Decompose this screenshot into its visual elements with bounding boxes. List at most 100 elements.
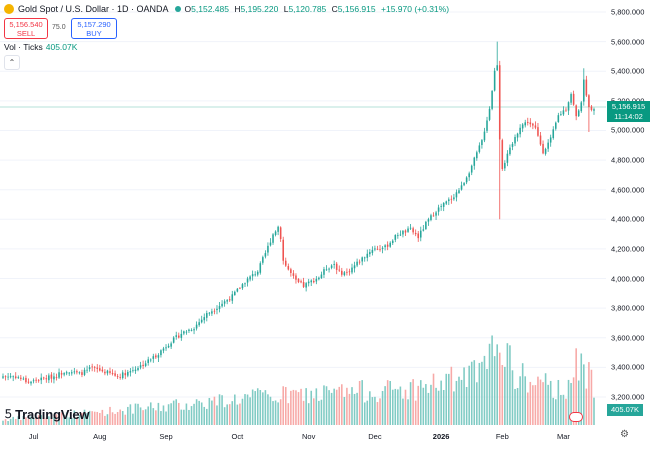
candle-body [593, 109, 595, 111]
volume-bar [498, 352, 501, 425]
volume-bar [583, 364, 585, 425]
candle-body [572, 93, 575, 105]
volume-bar [195, 399, 198, 425]
volume-bar [468, 365, 470, 425]
volume-bar [506, 343, 509, 425]
volume-bar [200, 402, 203, 425]
candle-body [470, 165, 473, 173]
volume-bar [463, 367, 465, 425]
volume-bar [391, 389, 394, 425]
collapse-legend-button[interactable]: ⌃ [4, 55, 20, 70]
symbol-title[interactable]: Gold Spot / U.S. Dollar · 1D · OANDA [18, 4, 169, 14]
flag-icon[interactable] [569, 412, 583, 422]
candle-body [511, 143, 514, 147]
volume-bar [45, 417, 48, 425]
volume-bar [320, 399, 323, 425]
volume-bar [361, 380, 363, 425]
buy-button[interactable]: 5,157.290 BUY [71, 18, 117, 39]
candle-body [86, 369, 88, 371]
candle-body [68, 372, 71, 374]
volume-bar [307, 403, 310, 425]
tradingview-logo[interactable]: 𝟻 TradingView [4, 406, 89, 422]
volume-bar [264, 390, 267, 425]
close-value: 5,156.915 [337, 4, 376, 14]
candle-body [236, 288, 239, 292]
volume-bar [470, 361, 473, 425]
volume-bar [366, 400, 369, 425]
candle-body [249, 276, 251, 280]
settings-gear-icon[interactable]: ⚙ [620, 429, 629, 440]
sell-button[interactable]: 5,156.540 SELL [4, 18, 48, 39]
volume-bar [12, 416, 14, 425]
candle-body [193, 329, 195, 331]
volume-bar [137, 403, 139, 425]
volume-bar [376, 402, 379, 425]
ohlc-values: O5,152.485 H5,195.220 L5,120.785 C5,156.… [185, 4, 453, 14]
volume-bar [231, 401, 234, 425]
volume-bar [73, 410, 76, 425]
volume-bars [2, 335, 595, 425]
time-tick-label: Sep [159, 432, 173, 441]
candle-body [488, 108, 491, 120]
volume-bar [442, 390, 445, 425]
candle-body [397, 235, 399, 237]
volume-bar [203, 406, 206, 425]
candle-body [516, 133, 519, 138]
candle-body [63, 373, 65, 375]
candle-body [448, 199, 450, 202]
candle-body [157, 355, 160, 358]
volume-bar [346, 387, 348, 425]
volume-bar [185, 403, 188, 425]
candle-body [425, 221, 427, 230]
candle-body [22, 378, 25, 380]
volume-bar [437, 390, 440, 425]
volume-legend-value: 405.07K [45, 42, 78, 52]
candle-body [139, 365, 142, 368]
volume-bar [269, 396, 272, 425]
volume-bar [369, 391, 371, 425]
candle-body [506, 153, 509, 163]
volume-bar [542, 382, 544, 425]
candle-body [83, 369, 86, 375]
price-tick-label: 3,600.000 [611, 333, 645, 343]
candle-body [27, 381, 30, 383]
volume-legend[interactable]: Vol · Ticks 405.07K [4, 42, 77, 52]
volume-bar [328, 390, 330, 425]
candle-body [109, 371, 111, 373]
high-label: H [234, 4, 241, 14]
candle-body [580, 102, 583, 112]
candle-body [172, 337, 175, 343]
volume-bar [42, 417, 45, 425]
volume-bar [152, 408, 155, 425]
candle-body [290, 269, 292, 273]
volume-bar [104, 415, 106, 425]
volume-bar [218, 394, 221, 425]
volume-bar [544, 373, 547, 425]
volume-bar [86, 413, 88, 425]
volume-bar [262, 392, 264, 425]
candle-body [198, 322, 200, 326]
volume-bar [394, 388, 397, 425]
volume-bar [565, 398, 567, 425]
volume-bar [190, 406, 193, 425]
volume-bar [139, 407, 142, 425]
volume-bar [177, 402, 180, 425]
volume-bar [381, 390, 384, 425]
volume-bar [155, 410, 157, 425]
volume-bar [312, 398, 315, 425]
candle-body [302, 282, 305, 287]
volume-bar [83, 409, 86, 425]
volume-bar [504, 366, 506, 425]
volume-bar [7, 421, 9, 425]
volume-bar [4, 419, 7, 425]
candle-body [111, 373, 114, 375]
volume-bar [491, 335, 493, 425]
volume-bar [134, 403, 137, 425]
candle-body [91, 366, 93, 368]
candles [2, 41, 595, 386]
volume-bar [109, 406, 111, 425]
last-price-value: 5,156.915 [611, 102, 646, 111]
volume-bar [519, 376, 521, 425]
volume-bar [532, 385, 534, 425]
